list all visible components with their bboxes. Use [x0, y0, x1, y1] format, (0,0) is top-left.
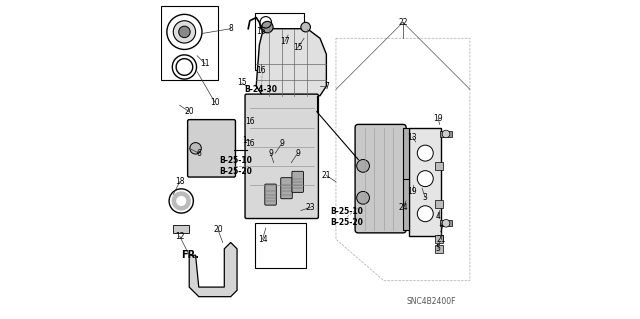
Polygon shape [403, 128, 410, 230]
Polygon shape [256, 29, 326, 96]
Text: 3: 3 [423, 193, 428, 202]
Bar [440, 220, 452, 226]
FancyBboxPatch shape [265, 184, 276, 205]
Text: B-25-10
B-25-20: B-25-10 B-25-20 [331, 207, 364, 226]
Text: 7: 7 [324, 82, 329, 91]
Text: 16: 16 [245, 117, 255, 126]
Circle shape [356, 191, 369, 204]
Text: 9: 9 [295, 149, 300, 158]
FancyBboxPatch shape [188, 120, 236, 177]
Circle shape [356, 160, 369, 172]
Bar [435, 200, 443, 208]
FancyBboxPatch shape [245, 94, 319, 219]
Text: 21: 21 [436, 235, 446, 244]
Bar [255, 13, 304, 70]
Text: 13: 13 [408, 133, 417, 142]
Text: 6: 6 [196, 149, 201, 158]
Text: 7: 7 [439, 225, 444, 234]
Text: 19: 19 [433, 114, 443, 122]
Text: 22: 22 [398, 18, 408, 27]
Text: B-24-30: B-24-30 [244, 85, 278, 94]
Text: FR.: FR. [181, 250, 199, 260]
Text: 14: 14 [258, 235, 268, 244]
FancyBboxPatch shape [292, 171, 303, 192]
Text: 5: 5 [436, 244, 440, 253]
Text: 24: 24 [398, 203, 408, 212]
Text: 15: 15 [237, 78, 246, 87]
Text: 16: 16 [256, 27, 266, 36]
Text: 20: 20 [184, 107, 194, 116]
Bar [435, 245, 443, 253]
Text: 18: 18 [175, 177, 184, 186]
Text: 19: 19 [408, 187, 417, 196]
Circle shape [442, 219, 450, 227]
Text: 8: 8 [228, 24, 233, 33]
Polygon shape [189, 242, 237, 297]
Text: 21: 21 [322, 171, 331, 180]
Circle shape [417, 171, 433, 187]
Bar [435, 162, 443, 170]
Bar [255, 223, 306, 268]
Text: 10: 10 [210, 98, 220, 107]
Bar [161, 6, 218, 80]
Circle shape [179, 26, 190, 38]
Text: 12: 12 [175, 232, 184, 241]
Circle shape [417, 206, 433, 222]
Bar [435, 235, 443, 243]
Text: 16: 16 [245, 139, 255, 148]
Circle shape [262, 21, 273, 33]
FancyBboxPatch shape [355, 124, 406, 233]
Text: 9: 9 [279, 139, 284, 148]
Text: 9: 9 [268, 149, 273, 158]
Bar [440, 131, 452, 137]
Text: 1: 1 [243, 136, 248, 145]
Text: 15: 15 [293, 43, 303, 52]
Text: 16: 16 [256, 66, 266, 75]
Circle shape [301, 22, 310, 32]
Text: 17: 17 [280, 37, 290, 46]
FancyBboxPatch shape [281, 178, 292, 199]
Bar [410, 128, 441, 236]
Circle shape [442, 130, 450, 138]
Bar [173, 225, 189, 233]
Text: 20: 20 [213, 225, 223, 234]
Text: 11: 11 [200, 59, 210, 68]
Circle shape [173, 21, 196, 43]
Circle shape [417, 145, 433, 161]
Text: SNC4B2400F: SNC4B2400F [407, 297, 456, 306]
Circle shape [190, 143, 202, 154]
Text: 23: 23 [306, 203, 316, 212]
Text: 4: 4 [436, 212, 440, 221]
Text: B-25-10
B-25-20: B-25-10 B-25-20 [219, 156, 252, 175]
